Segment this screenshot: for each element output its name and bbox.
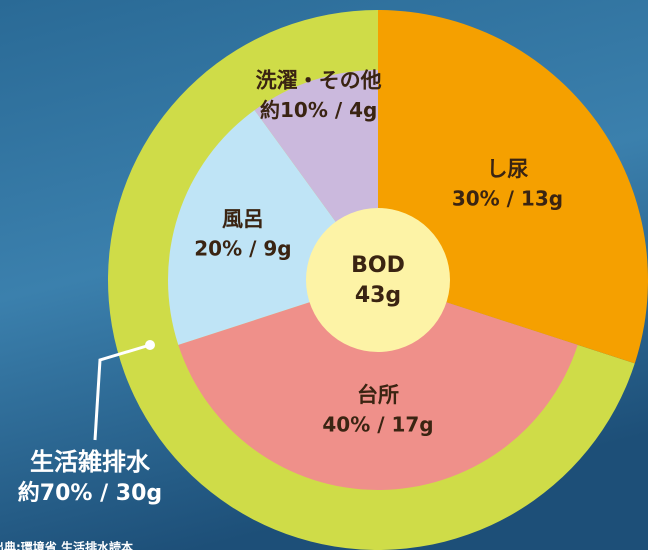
plot: し尿 30% / 13g 台所 40% / 17g 風呂 20% / 9g 洗濯・その他約1… (108, 10, 648, 550)
source: 出典:環境省 生活排水読本 (0, 540, 133, 550)
slice-value-label: 20% / 9g (194, 237, 291, 261)
slice-value-label: 40% / 17g (322, 413, 433, 437)
slice-label: 風呂 (222, 207, 264, 231)
center-label: BOD (351, 253, 405, 278)
page: {"chart_data": { "type": "pie", "categor… (0, 0, 648, 550)
slice-value-label: 約10% / 4g (260, 98, 377, 122)
slice-label: 台所 (357, 383, 399, 407)
chart: し尿 30% / 13g 台所 40% / 17g 風呂 20% / 9g 洗濯・その他約1… (0, 0, 648, 550)
slice-label: し尿 (486, 157, 528, 181)
center-value-label: 43g (355, 283, 401, 308)
slice-value-label: 30% / 13g (452, 186, 563, 210)
group-name: 生活雑排水 (30, 448, 151, 476)
slice-label: 洗濯・その他 (256, 68, 382, 92)
center-circle (306, 208, 450, 352)
group-value-label: 約70% / 30g (18, 480, 162, 506)
